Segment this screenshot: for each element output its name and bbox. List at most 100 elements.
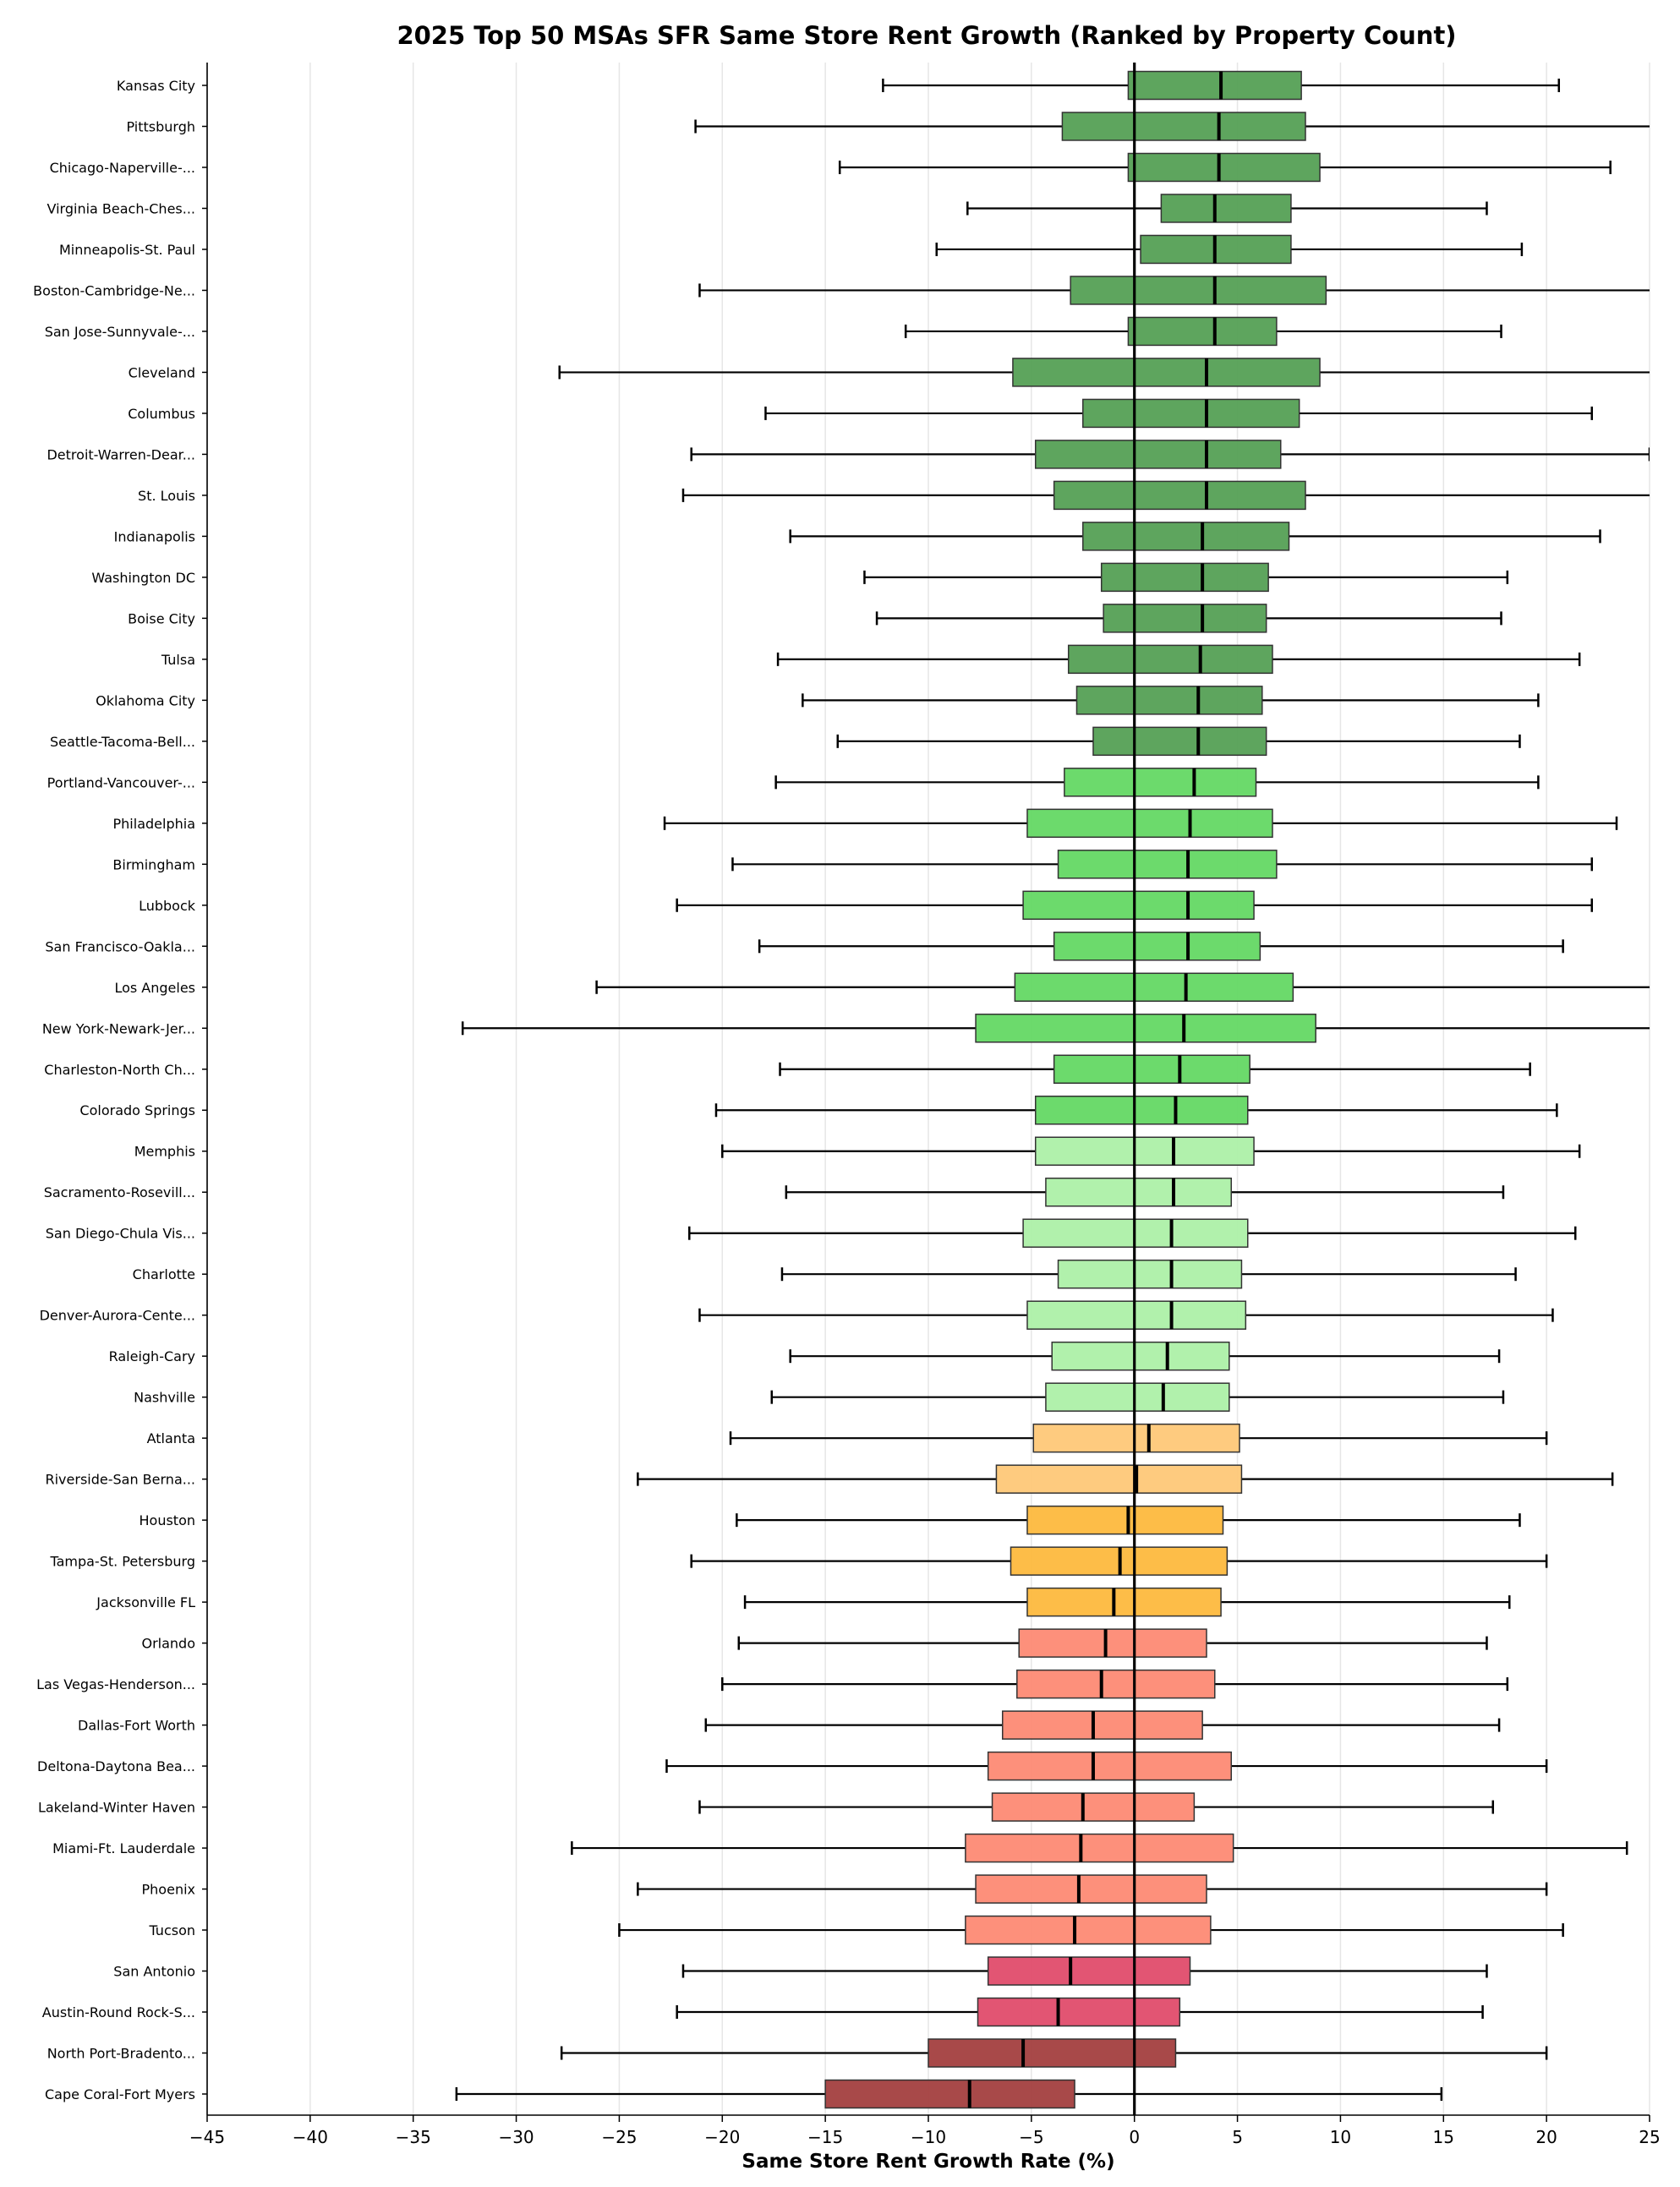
x-tick-label: 5: [1232, 2127, 1243, 2147]
iqr-box: [987, 1751, 1233, 1781]
msa-label: Philadelphia: [113, 816, 195, 832]
msa-label: Virginia Beach-Ches...: [47, 200, 196, 216]
msa-label: San Diego-Chula Vis...: [46, 1226, 195, 1242]
iqr-box: [977, 1997, 1181, 2027]
box-row: [863, 562, 1509, 593]
iqr-box: [1127, 316, 1278, 347]
iqr-box: [1026, 1300, 1247, 1330]
msa-label: Charlotte: [133, 1266, 195, 1282]
msa-label: Tampa-St. Petersburg: [49, 1554, 195, 1570]
msa-label: Chicago-Naperville-...: [50, 160, 195, 176]
msa-label: Tucson: [148, 1922, 195, 1938]
iqr-box: [1082, 398, 1300, 429]
iqr-box: [1045, 1177, 1233, 1207]
iqr-box: [1026, 808, 1273, 839]
x-axis-label: Same Store Rent Growth Rate (%): [741, 2151, 1114, 2173]
box-row: [461, 1014, 1650, 1043]
x-tick-label: 10: [1330, 2127, 1351, 2147]
box-row: [764, 398, 1594, 429]
box-row: [838, 152, 1612, 183]
x-tick-label: 20: [1535, 2127, 1557, 2147]
box-row: [698, 276, 1650, 305]
box-row: [776, 644, 1581, 675]
iqr-box: [1103, 604, 1267, 633]
iqr-box: [1127, 70, 1302, 101]
iqr-box: [991, 1792, 1196, 1822]
iqr-box: [1018, 1628, 1207, 1658]
msa-label: Boston-Cambridge-Ne...: [33, 282, 195, 298]
iqr-box: [1026, 1505, 1224, 1535]
iqr-box: [1100, 562, 1269, 593]
iqr-box: [1034, 1136, 1255, 1166]
msa-label: San Francisco-Oakla...: [45, 938, 195, 954]
msa-label: Minneapolis-St. Paul: [59, 242, 195, 258]
box-row: [770, 1382, 1505, 1412]
box-row: [743, 1587, 1511, 1617]
box-row: [690, 440, 1650, 469]
boxes: [455, 63, 1650, 2115]
x-tick-label: −45: [189, 2127, 225, 2147]
box-row: [882, 70, 1561, 101]
msa-label: Pittsburgh: [126, 118, 195, 134]
box-row: [785, 1177, 1505, 1207]
iqr-box: [928, 2038, 1177, 2068]
msa-label: Raleigh-Cary: [109, 1348, 195, 1364]
x-tick-label: 15: [1433, 2127, 1454, 2147]
msa-label: Miami-Ft. Lauderdale: [52, 1840, 195, 1856]
msa-label: Portland-Vancouver-...: [47, 774, 195, 790]
box-row: [875, 604, 1502, 633]
box-row: [637, 1464, 1614, 1494]
box-row: [904, 316, 1502, 347]
box-row: [676, 1997, 1484, 2027]
box-row: [560, 2038, 1548, 2068]
x-tick-label: 25: [1639, 2127, 1660, 2147]
msa-label: San Antonio: [113, 1964, 195, 1980]
msa-label: Kansas City: [117, 78, 195, 94]
iqr-box: [1053, 1054, 1250, 1084]
msa-label: Cape Coral-Fort Myers: [45, 2086, 195, 2102]
x-axis-ticks: −45 −40 −35 −30 −25 −20 −15 −10 −5 0 5 10 15 20 25: [189, 2115, 1661, 2147]
x-tick-label: −10: [911, 2127, 946, 2147]
iqr-box: [1064, 768, 1257, 797]
iqr-box: [1067, 644, 1273, 675]
x-tick-label: −20: [704, 2127, 740, 2147]
box-row: [774, 768, 1540, 797]
x-tick-label: −25: [601, 2127, 637, 2147]
iqr-box: [1001, 1710, 1203, 1740]
x-tick-label: −35: [396, 2127, 431, 2147]
box-row: [789, 1341, 1501, 1371]
box-row: [758, 932, 1564, 961]
box-row: [690, 1546, 1548, 1576]
msa-label: Seattle-Tacoma-Bell...: [50, 734, 195, 750]
iqr-box: [987, 1956, 1191, 1986]
msa-label: Oklahoma City: [96, 692, 195, 708]
msa-label: Houston: [140, 1512, 196, 1528]
msa-label: Boise City: [128, 610, 195, 626]
iqr-box: [1061, 112, 1306, 141]
x-tick-label: 0: [1129, 2127, 1140, 2147]
msa-label: San Jose-Sunnyvale-...: [45, 324, 195, 340]
box-row: [966, 194, 1488, 223]
chart-title: 2025 Top 50 MSAs SFR Same Store Rent Gro…: [397, 21, 1456, 50]
iqr-box: [1034, 440, 1282, 469]
msa-label: Austin-Round Rock-S...: [42, 2004, 195, 2020]
box-row: [802, 686, 1540, 715]
msa-label: St. Louis: [138, 488, 195, 504]
msa-label: Indianapolis: [114, 528, 195, 544]
iqr-box: [1032, 1423, 1240, 1453]
msa-label: Phoenix: [142, 1882, 195, 1898]
box-row: [721, 1136, 1581, 1166]
msa-label: Las Vegas-Henderson...: [36, 1676, 195, 1692]
iqr-box: [1070, 276, 1327, 305]
msa-label: Dallas-Fort Worth: [78, 1718, 195, 1734]
msa-label: Sacramento-Rosevill...: [44, 1184, 195, 1200]
iqr-box: [1022, 890, 1255, 921]
box-row: [676, 890, 1594, 921]
msa-label: Tulsa: [161, 652, 195, 668]
iqr-box: [1014, 972, 1294, 1003]
y-axis-labels: Kansas City Pittsburgh Chicago-Naperville-…: [33, 78, 207, 2102]
iqr-box: [1057, 1259, 1243, 1289]
iqr-box: [965, 1833, 1234, 1863]
box-row: [681, 1956, 1488, 1986]
